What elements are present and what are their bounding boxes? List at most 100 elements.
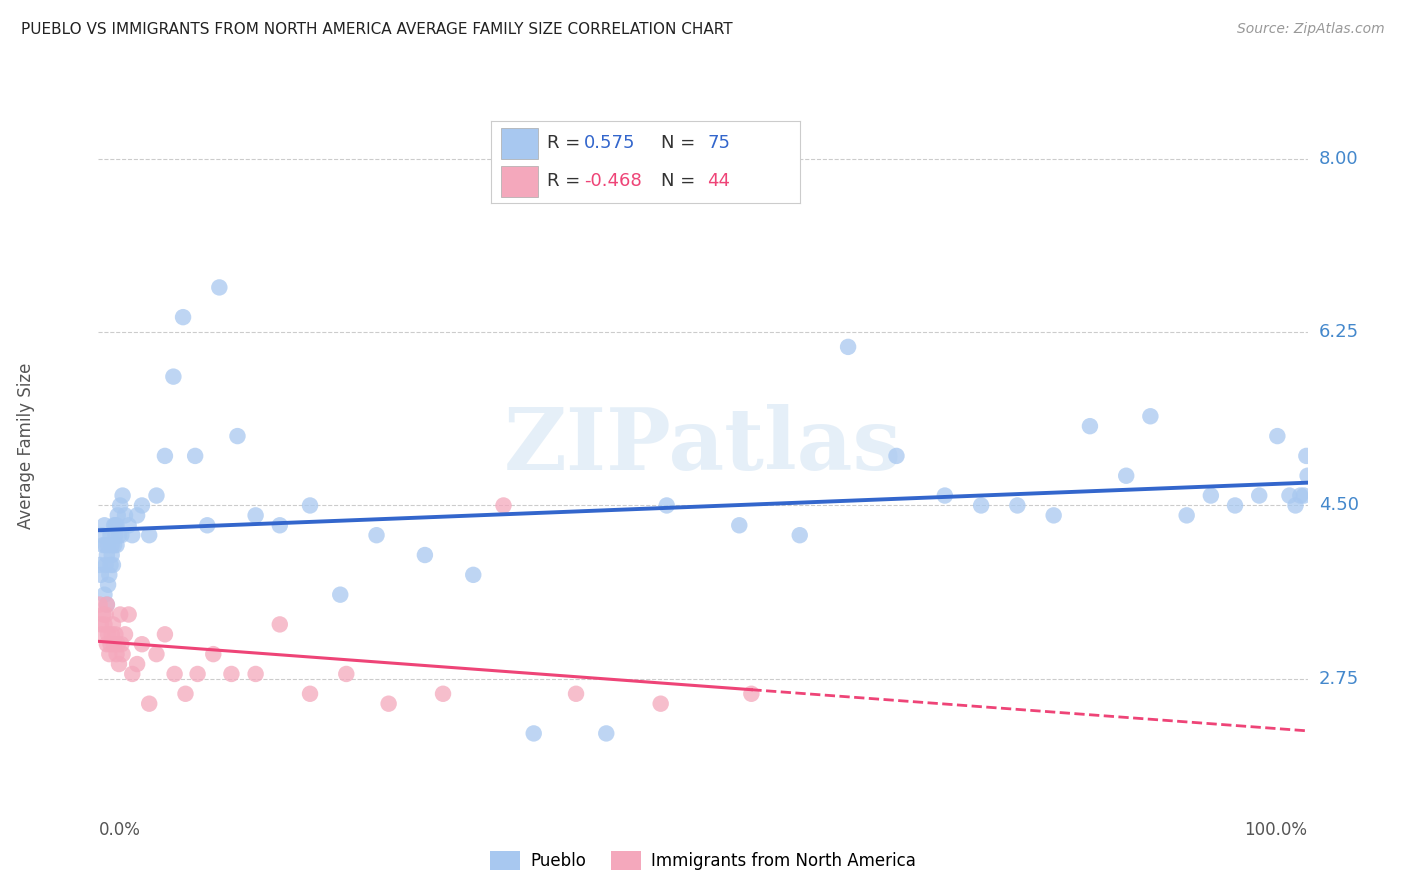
Point <box>91 538 114 552</box>
Point <box>1223 499 1246 513</box>
Point <box>89 558 111 572</box>
Point <box>1139 409 1161 424</box>
Point <box>114 627 136 641</box>
Point <box>100 558 122 572</box>
Point <box>98 567 121 582</box>
Point <box>97 627 120 641</box>
Point <box>174 687 197 701</box>
Point <box>172 310 194 325</box>
Point <box>107 637 129 651</box>
Point <box>1007 499 1029 513</box>
Point <box>93 617 115 632</box>
Point <box>100 528 122 542</box>
Point <box>886 449 908 463</box>
Point <box>138 697 160 711</box>
Point <box>91 627 114 641</box>
Point <box>108 499 131 513</box>
Point <box>413 548 436 562</box>
Point <box>93 588 115 602</box>
Point <box>153 627 176 641</box>
Point <box>110 528 132 542</box>
Point <box>1175 508 1198 523</box>
Point <box>114 508 136 523</box>
Point <box>1284 499 1306 513</box>
Text: 6.25: 6.25 <box>1319 323 1358 341</box>
Point <box>934 489 956 503</box>
Point <box>728 518 751 533</box>
Point <box>432 687 454 701</box>
Text: 0.0%: 0.0% <box>98 821 141 838</box>
Point <box>96 598 118 612</box>
Point <box>595 726 617 740</box>
Point <box>1249 489 1271 503</box>
Point <box>187 667 209 681</box>
Point <box>138 528 160 542</box>
Point <box>104 518 127 533</box>
Point <box>131 637 153 651</box>
Point <box>269 617 291 632</box>
Point <box>131 499 153 513</box>
Text: 8.00: 8.00 <box>1319 150 1358 168</box>
Point <box>523 726 546 740</box>
Point <box>650 697 672 711</box>
Point <box>96 548 118 562</box>
Point <box>110 637 132 651</box>
Point <box>226 429 249 443</box>
Point <box>118 607 141 622</box>
Point <box>100 548 122 562</box>
Point <box>103 518 125 533</box>
Point <box>91 528 114 542</box>
Point <box>97 538 120 552</box>
Point <box>104 627 127 641</box>
Point <box>335 667 357 681</box>
Point <box>96 637 118 651</box>
Point <box>298 499 321 513</box>
Point <box>163 667 186 681</box>
Point <box>108 528 131 542</box>
Point <box>121 667 143 681</box>
Point <box>90 567 112 582</box>
Point <box>118 518 141 533</box>
Point <box>1292 489 1315 503</box>
Point <box>100 627 122 641</box>
Point <box>740 687 762 701</box>
Text: ZIPatlas: ZIPatlas <box>503 404 903 488</box>
Point <box>208 280 231 294</box>
Point <box>111 489 134 503</box>
Point <box>89 598 111 612</box>
Point <box>97 578 120 592</box>
Point <box>1265 429 1288 443</box>
Point <box>329 588 352 602</box>
Point <box>655 499 678 513</box>
Point <box>195 518 218 533</box>
Point <box>1078 419 1101 434</box>
Point <box>789 528 811 542</box>
Point <box>184 449 207 463</box>
Point <box>127 657 149 671</box>
Point <box>108 657 131 671</box>
Text: 2.75: 2.75 <box>1319 670 1360 688</box>
Point <box>94 558 117 572</box>
Point <box>111 647 134 661</box>
Point <box>105 647 128 661</box>
Point <box>1199 489 1222 503</box>
Point <box>105 518 128 533</box>
Point <box>1278 489 1301 503</box>
Point <box>837 340 859 354</box>
Point <box>162 369 184 384</box>
Text: Average Family Size: Average Family Size <box>17 363 35 529</box>
Point <box>100 538 122 552</box>
Point <box>103 538 125 552</box>
Point <box>153 449 176 463</box>
Point <box>94 607 117 622</box>
Point <box>90 617 112 632</box>
Point <box>970 499 993 513</box>
Point <box>105 538 128 552</box>
Point <box>108 607 131 622</box>
Point <box>101 558 124 572</box>
Point <box>91 607 114 622</box>
Point <box>1115 468 1137 483</box>
Point <box>245 667 267 681</box>
Text: 4.50: 4.50 <box>1319 497 1358 515</box>
Point <box>463 567 485 582</box>
